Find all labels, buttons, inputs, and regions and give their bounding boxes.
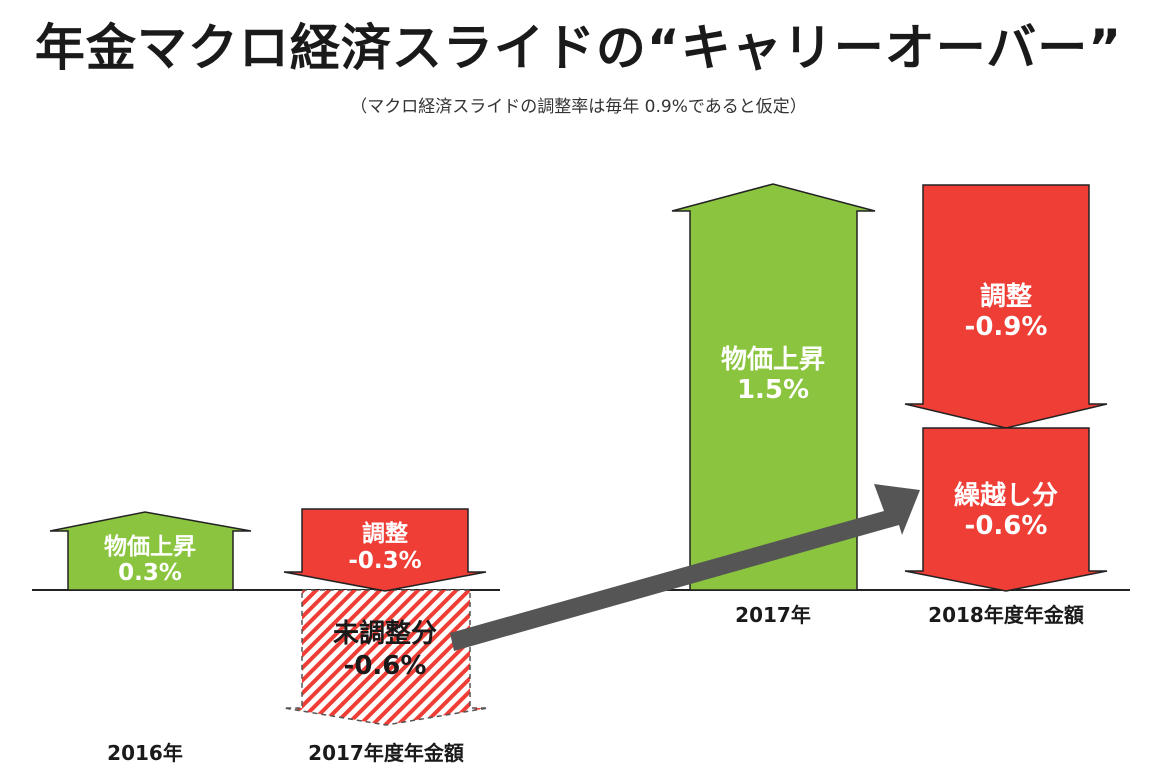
price-rise-label-right: 物価上昇	[721, 345, 825, 375]
carryover-label: 繰越し分	[954, 480, 1058, 511]
x-label-2018-pension: 2018年度年金額	[928, 603, 1084, 627]
price-rise-arrow-left	[49, 511, 252, 591]
unadjusted-value: -0.6%	[344, 651, 427, 681]
x-label-2017: 2017年	[735, 603, 811, 627]
adjustment-arrow-right	[904, 184, 1108, 429]
adjustment-value-right: -0.9%	[965, 312, 1048, 342]
page-subtitle: （マクロ経済スライドの調整率は毎年 0.9%であると仮定）	[350, 97, 807, 117]
adjustment-label-left: 調整	[362, 520, 408, 547]
carryover-arrow	[904, 427, 1108, 592]
price-rise-label-left: 物価上昇	[104, 533, 196, 560]
unadjusted-arrow	[283, 589, 489, 726]
price-rise-value-left: 0.3%	[118, 560, 182, 586]
page-title: 年金マクロ経済スライドの“キャリーオーバー”	[34, 19, 1123, 77]
carryover-value: -0.6%	[965, 511, 1048, 541]
adjustment-label-right: 調整	[980, 281, 1032, 312]
x-label-2016: 2016年	[107, 741, 183, 765]
adjustment-arrow-left	[283, 508, 487, 592]
price-rise-value-right: 1.5%	[737, 375, 809, 405]
unadjusted-label: 未調整分	[333, 618, 437, 649]
x-label-2017-pension: 2017年度年金額	[308, 741, 464, 765]
adjustment-value-left: -0.3%	[348, 548, 421, 574]
carryover-connector-arrow	[450, 484, 920, 651]
